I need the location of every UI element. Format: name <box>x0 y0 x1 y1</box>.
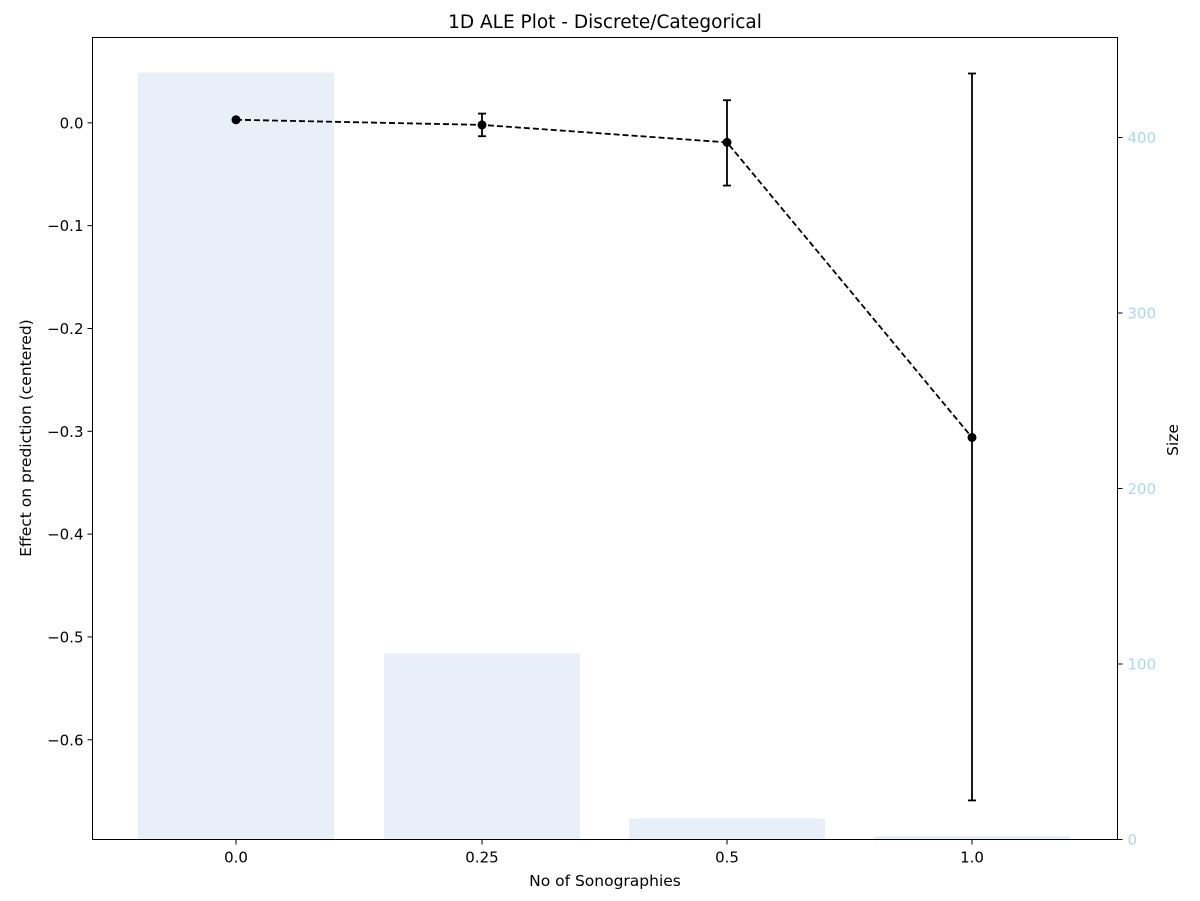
size-bar <box>138 72 334 840</box>
effect-point <box>231 115 241 125</box>
plot-frame <box>92 37 1118 840</box>
effect-point <box>477 120 487 130</box>
y-tick-label: −0.3 <box>47 423 83 441</box>
y-tick-label: −0.1 <box>47 217 83 235</box>
right-y-axis-ticks: 0 100 200 300 400 <box>1117 129 1157 849</box>
x-tick-label: 1.0 <box>960 849 984 867</box>
effect-point <box>967 432 977 442</box>
right-y-tick-label: 400 <box>1128 129 1157 147</box>
effect-point <box>722 137 732 147</box>
y-axis-ticks: 0.0 −0.1 −0.2 −0.3 −0.4 −0.5 −0.6 <box>47 114 93 749</box>
size-bar <box>629 818 825 840</box>
chart-title: 1D ALE Plot - Discrete/Categorical <box>448 12 762 33</box>
y-axis-label: Effect on prediction (centered) <box>17 319 35 556</box>
x-axis-label: No of Sonographies <box>529 872 681 890</box>
right-y-axis-label: Size <box>1164 424 1182 456</box>
x-tick-label: 0.5 <box>715 849 739 867</box>
y-tick-label: −0.6 <box>47 731 83 749</box>
right-y-tick-label: 300 <box>1128 305 1157 323</box>
right-y-tick-label: 100 <box>1128 656 1157 674</box>
size-bar <box>874 835 1070 840</box>
y-tick-label: −0.5 <box>47 628 83 646</box>
right-y-tick-label: 0 <box>1128 831 1138 849</box>
x-tick-label: 0.25 <box>465 849 498 867</box>
y-tick-label: −0.4 <box>47 526 83 544</box>
y-tick-label: 0.0 <box>60 114 84 132</box>
y-tick-label: −0.2 <box>47 320 83 338</box>
x-tick-label: 0.0 <box>224 849 248 867</box>
size-bar <box>384 653 580 840</box>
effect-line <box>235 118 973 439</box>
effect-series-line <box>235 118 973 439</box>
size-bars <box>138 72 1070 840</box>
effect-points <box>231 115 977 442</box>
x-axis-ticks: 0.0 0.25 0.5 1.0 <box>224 839 984 867</box>
right-y-tick-label: 200 <box>1128 480 1157 498</box>
